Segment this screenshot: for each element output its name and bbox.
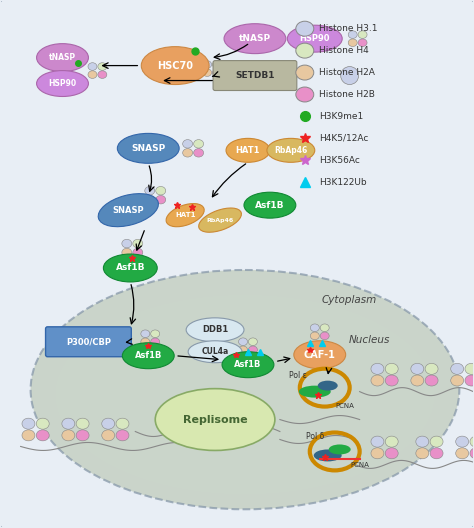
Ellipse shape [470, 436, 474, 447]
Ellipse shape [385, 436, 398, 447]
Ellipse shape [465, 375, 474, 386]
Ellipse shape [151, 338, 160, 346]
Text: H3K56Ac: H3K56Ac [319, 156, 360, 165]
Ellipse shape [371, 448, 384, 459]
Ellipse shape [186, 318, 244, 342]
Ellipse shape [151, 330, 160, 337]
Ellipse shape [122, 239, 132, 248]
Ellipse shape [212, 61, 221, 68]
Ellipse shape [36, 44, 89, 72]
Text: DDB1: DDB1 [202, 325, 228, 334]
Ellipse shape [425, 363, 438, 374]
Ellipse shape [296, 43, 314, 58]
Text: P300/CBP: P300/CBP [66, 337, 111, 346]
Ellipse shape [371, 363, 384, 374]
Ellipse shape [76, 418, 89, 429]
Text: Nucleus: Nucleus [349, 335, 390, 345]
Ellipse shape [411, 363, 424, 374]
Text: HAT1: HAT1 [236, 146, 260, 155]
Ellipse shape [358, 31, 367, 39]
Text: RbAp46: RbAp46 [274, 146, 308, 155]
Ellipse shape [145, 186, 155, 195]
Ellipse shape [248, 346, 257, 354]
Ellipse shape [103, 254, 157, 282]
Ellipse shape [385, 375, 398, 386]
Ellipse shape [36, 71, 89, 97]
Ellipse shape [320, 324, 329, 332]
Ellipse shape [238, 338, 247, 345]
Ellipse shape [320, 332, 329, 340]
Ellipse shape [456, 448, 469, 459]
Ellipse shape [98, 194, 158, 227]
Text: Replisome: Replisome [183, 414, 247, 425]
FancyBboxPatch shape [46, 327, 131, 357]
Text: PCNA: PCNA [350, 463, 369, 468]
Ellipse shape [122, 248, 132, 257]
Text: Asf1B: Asf1B [116, 263, 145, 272]
Ellipse shape [133, 239, 143, 248]
Ellipse shape [22, 430, 35, 441]
Text: tNASP: tNASP [49, 53, 76, 62]
Text: Pol ε: Pol ε [289, 371, 307, 380]
Text: tNASP: tNASP [239, 34, 271, 43]
Ellipse shape [188, 341, 242, 363]
Ellipse shape [416, 436, 429, 447]
Ellipse shape [226, 138, 270, 162]
Ellipse shape [193, 139, 204, 148]
Ellipse shape [385, 448, 398, 459]
Ellipse shape [451, 363, 464, 374]
Ellipse shape [182, 139, 192, 148]
Ellipse shape [371, 436, 384, 447]
Text: Histone H2A: Histone H2A [319, 68, 374, 77]
Ellipse shape [456, 436, 469, 447]
Text: PCNA: PCNA [335, 402, 354, 409]
Ellipse shape [102, 418, 115, 429]
Ellipse shape [299, 385, 331, 398]
Ellipse shape [470, 448, 474, 459]
Ellipse shape [88, 71, 97, 79]
Ellipse shape [212, 69, 221, 77]
Ellipse shape [358, 39, 367, 46]
Ellipse shape [36, 430, 49, 441]
Ellipse shape [22, 418, 35, 429]
Ellipse shape [296, 87, 314, 102]
Ellipse shape [62, 418, 75, 429]
Text: CAF-1: CAF-1 [304, 350, 336, 360]
Ellipse shape [116, 418, 129, 429]
Ellipse shape [156, 186, 166, 195]
Ellipse shape [411, 375, 424, 386]
Ellipse shape [314, 449, 342, 461]
Ellipse shape [156, 195, 166, 204]
Text: RbAp46: RbAp46 [206, 218, 234, 223]
Ellipse shape [182, 148, 192, 157]
Ellipse shape [318, 381, 337, 391]
Text: HAT1: HAT1 [175, 212, 195, 218]
Text: Asf1B: Asf1B [255, 201, 285, 210]
Text: H3K9me1: H3K9me1 [319, 112, 363, 121]
Ellipse shape [425, 375, 438, 386]
Ellipse shape [296, 65, 314, 80]
Ellipse shape [348, 39, 357, 46]
Ellipse shape [133, 248, 143, 257]
Ellipse shape [267, 138, 315, 162]
Text: Cytoplasm: Cytoplasm [322, 295, 377, 305]
Ellipse shape [141, 330, 150, 337]
Ellipse shape [430, 448, 443, 459]
Text: H4K5/12Ac: H4K5/12Ac [319, 134, 368, 143]
Ellipse shape [296, 21, 314, 36]
Ellipse shape [238, 346, 247, 354]
Text: H3K122Ub: H3K122Ub [319, 178, 366, 187]
Ellipse shape [102, 430, 115, 441]
Ellipse shape [199, 208, 241, 232]
Ellipse shape [141, 338, 150, 346]
Ellipse shape [385, 363, 398, 374]
Ellipse shape [98, 71, 107, 79]
Ellipse shape [141, 46, 209, 84]
Ellipse shape [451, 375, 464, 386]
Ellipse shape [248, 338, 257, 345]
Ellipse shape [341, 67, 359, 84]
Ellipse shape [145, 195, 155, 204]
Ellipse shape [98, 63, 107, 70]
Text: Histone H4: Histone H4 [319, 46, 368, 55]
